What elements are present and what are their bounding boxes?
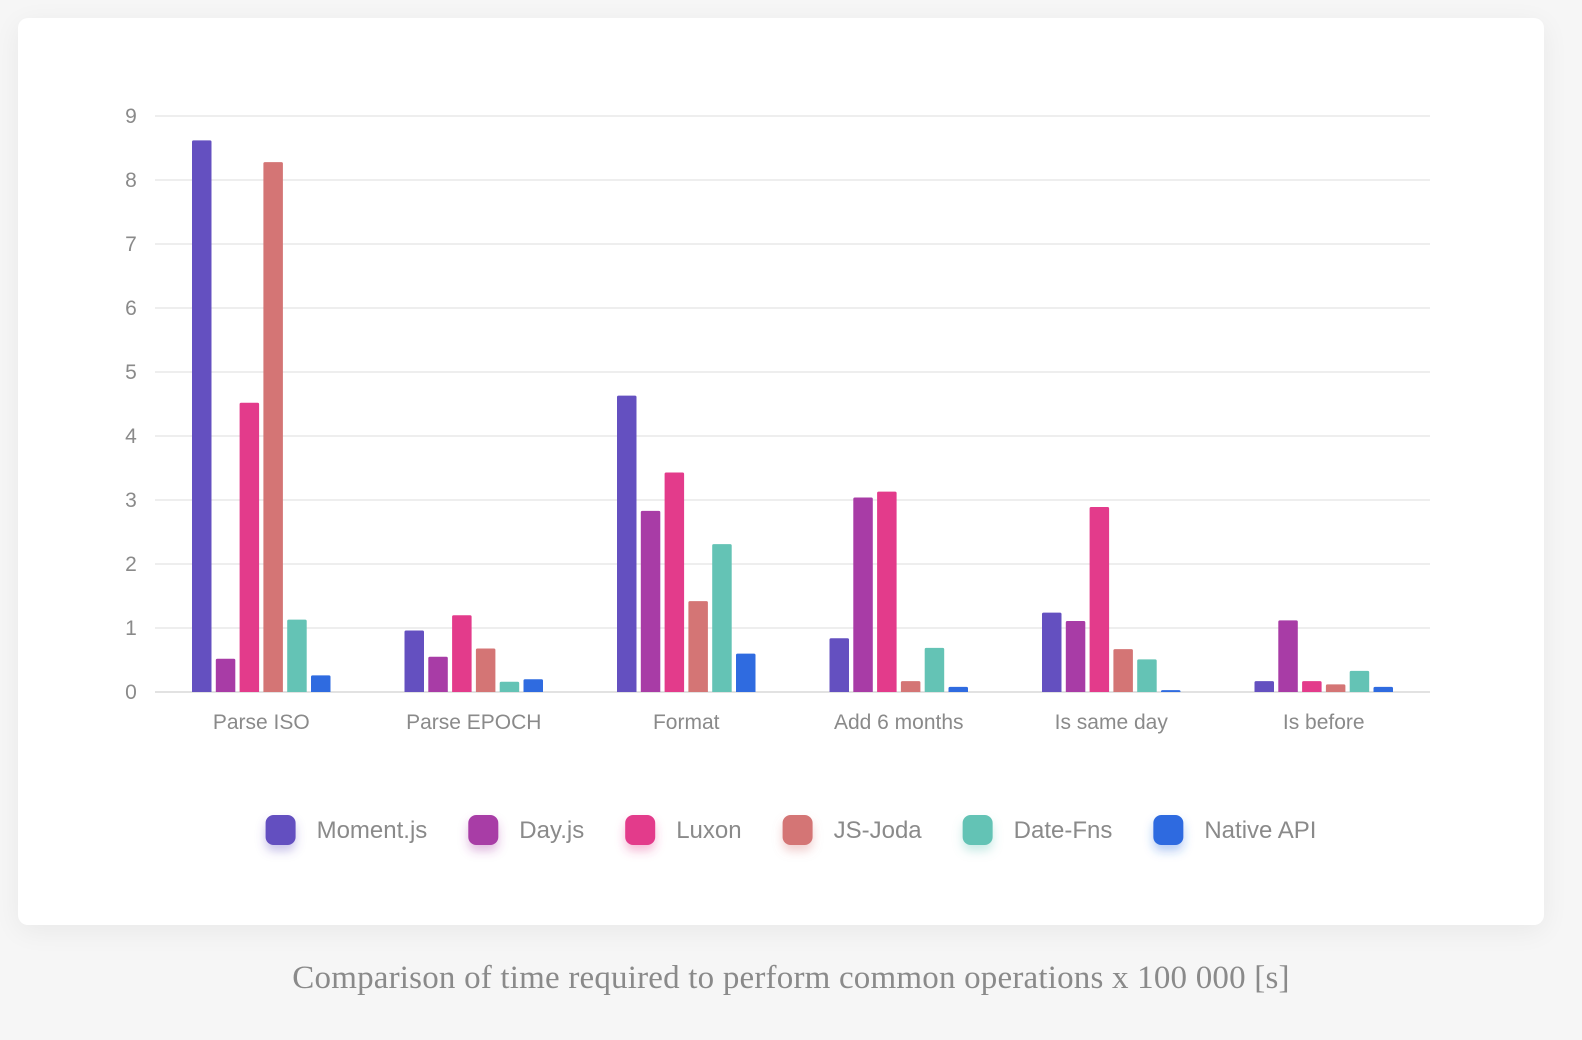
x-tick-label: Is before	[1283, 711, 1365, 734]
y-tick-label: 5	[125, 361, 137, 384]
y-axis-ticks: 0 1 2 3 4 5 6 7 8 9	[125, 105, 137, 704]
bar-day-js-0	[215, 658, 236, 692]
bar-js-joda-5	[1325, 684, 1346, 692]
y-tick-label: 8	[125, 169, 137, 192]
y-tick-label: 4	[125, 425, 137, 448]
x-tick-label: Is same day	[1055, 711, 1169, 734]
legend-swatch	[265, 815, 296, 845]
bar-js-joda-3	[900, 681, 921, 692]
bar-js-joda-1	[475, 648, 496, 692]
bar-luxon-0	[239, 402, 260, 692]
x-tick-label: Format	[653, 711, 720, 734]
x-tick-label: Parse ISO	[213, 711, 310, 734]
y-tick-label: 1	[125, 617, 137, 640]
legend-item: Date-Fns	[962, 815, 1113, 845]
legend-swatch	[468, 815, 499, 845]
legend-label: Luxon	[676, 817, 741, 844]
x-tick-label: Add 6 months	[834, 711, 964, 734]
y-tick-label: 9	[125, 105, 137, 128]
bar-luxon-4	[1089, 507, 1110, 692]
bar-day-js-3	[853, 497, 873, 692]
legend-item: JS-Joda	[782, 815, 923, 845]
legend-item: Native API	[1153, 815, 1316, 845]
bar-luxon-2	[664, 472, 685, 692]
bar-luxon-5	[1302, 681, 1322, 692]
legend-label: JS-Joda	[834, 817, 923, 844]
y-tick-label: 3	[125, 489, 137, 512]
bar-js-joda-4	[1113, 649, 1133, 692]
bar-moment-js-0	[192, 140, 212, 692]
bar-moment-js-3	[829, 638, 849, 692]
legend-label: Moment.js	[317, 817, 428, 844]
legend-swatch	[962, 815, 993, 845]
y-tick-label: 0	[125, 681, 137, 704]
bar-moment-js-1	[404, 630, 424, 692]
legend-swatch	[782, 815, 813, 845]
bar-native-api-5	[1373, 686, 1393, 692]
bar-native-api-0	[311, 675, 331, 692]
legend-item: Day.js	[468, 815, 584, 845]
bar-day-js-5	[1278, 620, 1298, 692]
bar-day-js-2	[640, 510, 661, 692]
bar-native-api-3	[948, 686, 968, 692]
bar-moment-js-5	[1254, 681, 1274, 692]
bar-moment-js-2	[617, 395, 637, 692]
legend: Moment.js Day.js Luxon JS-Joda Date-Fns Nativ…	[265, 815, 1316, 845]
bar-moment-js-4	[1042, 612, 1062, 692]
x-axis-ticks: Parse ISO Parse EPOCH Format Add 6 months Is…	[213, 711, 1365, 734]
bar-date-fns-3	[924, 647, 945, 692]
bar-day-js-4	[1065, 620, 1086, 692]
bar-date-fns-2	[712, 544, 732, 692]
y-tick-label: 2	[125, 553, 137, 576]
bar-js-joda-0	[263, 162, 283, 692]
x-tick-label: Parse EPOCH	[406, 711, 541, 734]
legend-item: Moment.js	[265, 815, 428, 845]
chart-caption: Comparison of time required to perform c…	[292, 960, 1290, 996]
bar-day-js-1	[428, 656, 448, 692]
grid-lines	[155, 115, 1430, 693]
y-tick-label: 7	[125, 233, 137, 256]
bar-luxon-1	[452, 615, 472, 692]
legend-label: Day.js	[519, 817, 584, 844]
bar-date-fns-4	[1137, 659, 1157, 692]
bar-native-api-4	[1161, 690, 1181, 692]
bar-js-joda-2	[688, 601, 708, 692]
bars	[192, 140, 1393, 692]
y-tick-label: 6	[125, 297, 137, 320]
bar-date-fns-5	[1349, 670, 1370, 692]
bar-luxon-3	[877, 491, 897, 692]
bar-native-api-2	[736, 653, 756, 692]
legend-label: Date-Fns	[1014, 817, 1113, 844]
bar-date-fns-1	[499, 681, 520, 692]
legend-label: Native API	[1204, 817, 1316, 844]
legend-swatch	[1153, 815, 1184, 845]
bar-native-api-1	[523, 679, 543, 692]
legend-item: Luxon	[625, 815, 742, 845]
bar-date-fns-0	[287, 619, 307, 692]
legend-swatch	[625, 815, 656, 845]
